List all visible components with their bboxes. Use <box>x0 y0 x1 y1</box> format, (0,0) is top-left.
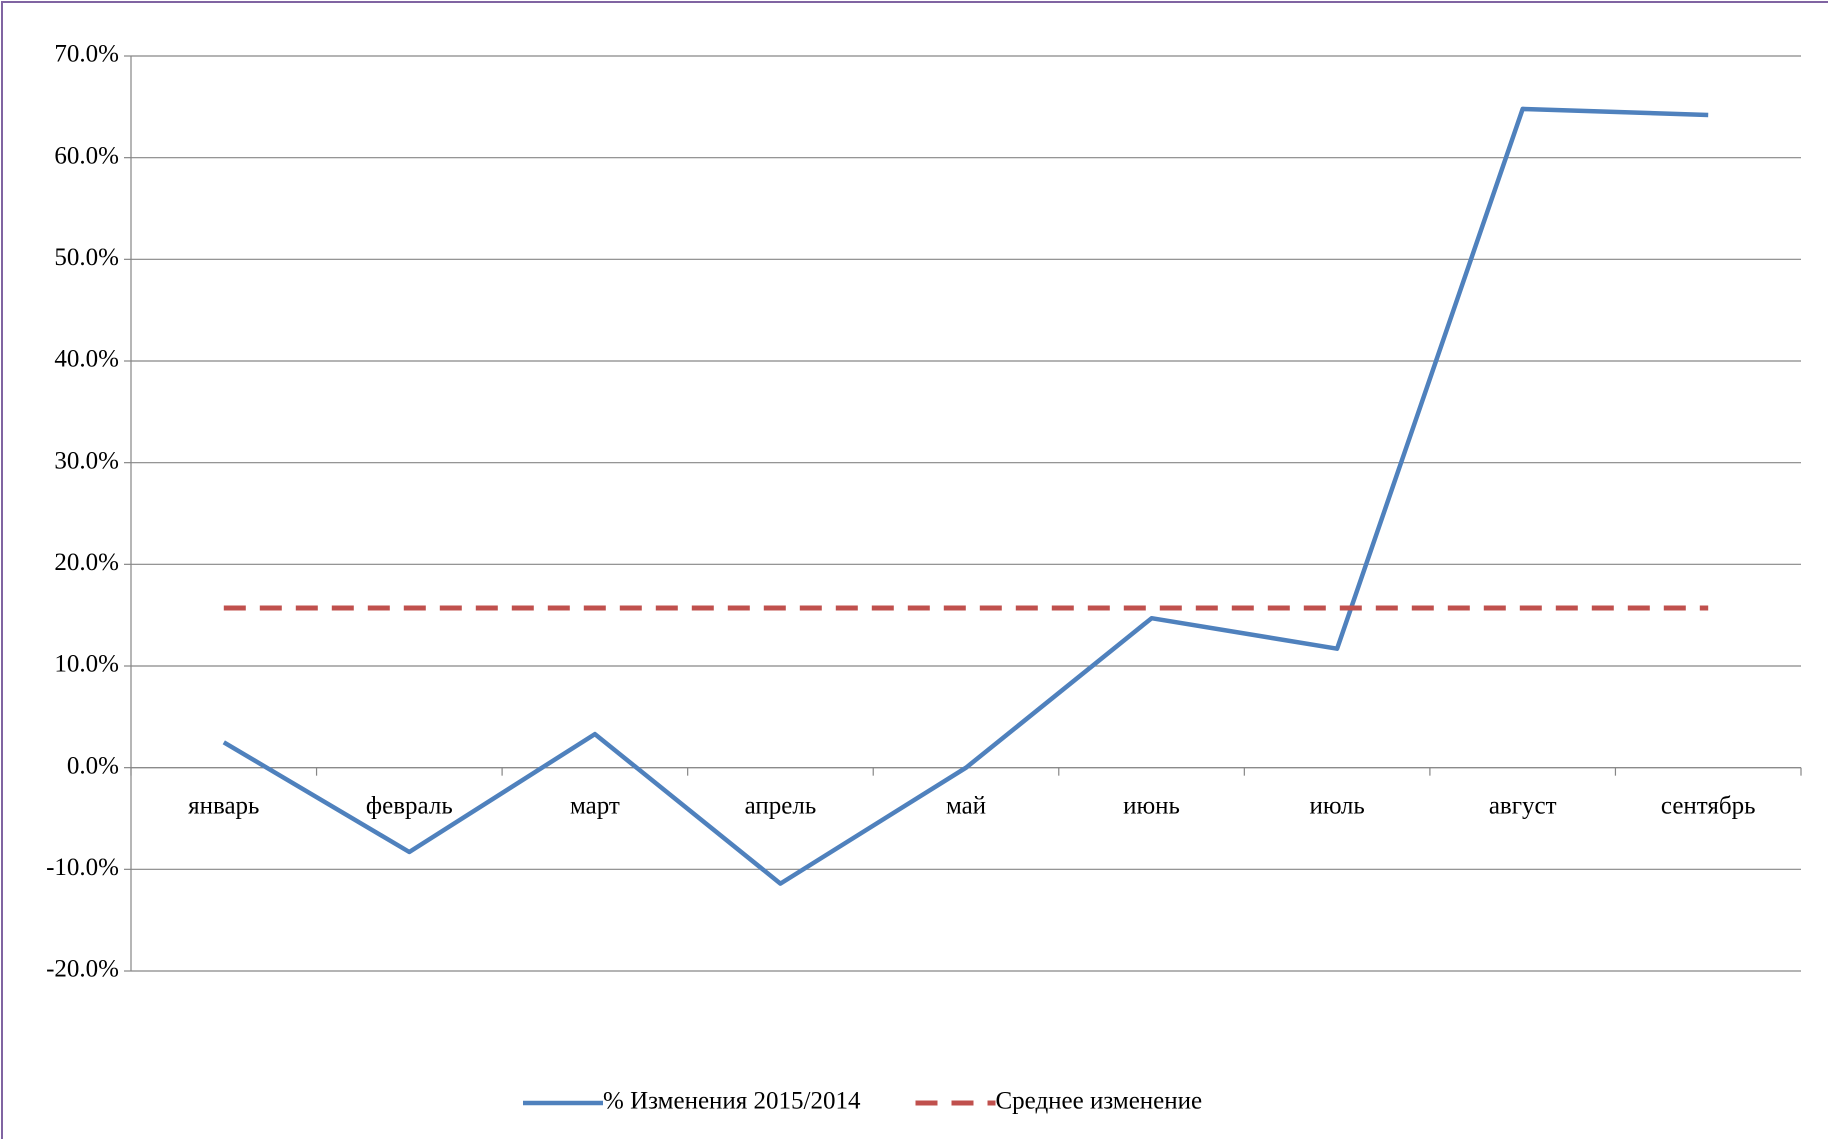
legend-label: % Изменения 2015/2014 <box>603 1088 861 1115</box>
x-tick-label: июль <box>1309 792 1364 819</box>
x-tick-label: май <box>946 792 986 819</box>
y-tick-label: -10.0% <box>46 854 119 881</box>
x-tick-label: июнь <box>1123 792 1180 819</box>
x-tick-label: февраль <box>366 792 453 819</box>
y-tick-label: 30.0% <box>54 447 119 474</box>
x-tick-label: август <box>1489 792 1557 819</box>
x-tick-label: апрель <box>745 792 817 819</box>
y-tick-label: 20.0% <box>54 549 119 576</box>
y-tick-label: -20.0% <box>46 956 119 983</box>
x-tick-label: сентябрь <box>1661 792 1756 819</box>
y-tick-label: 70.0% <box>54 41 119 68</box>
x-tick-label: март <box>570 792 620 819</box>
y-tick-label: 40.0% <box>54 346 119 373</box>
y-tick-label: 10.0% <box>54 651 119 678</box>
y-tick-label: 50.0% <box>54 244 119 271</box>
y-tick-label: 0.0% <box>67 752 119 779</box>
series-line <box>222 106 1709 886</box>
legend-label: Среднее изменение <box>996 1088 1203 1115</box>
x-tick-label: январь <box>188 792 259 819</box>
y-tick-label: 60.0% <box>54 142 119 169</box>
